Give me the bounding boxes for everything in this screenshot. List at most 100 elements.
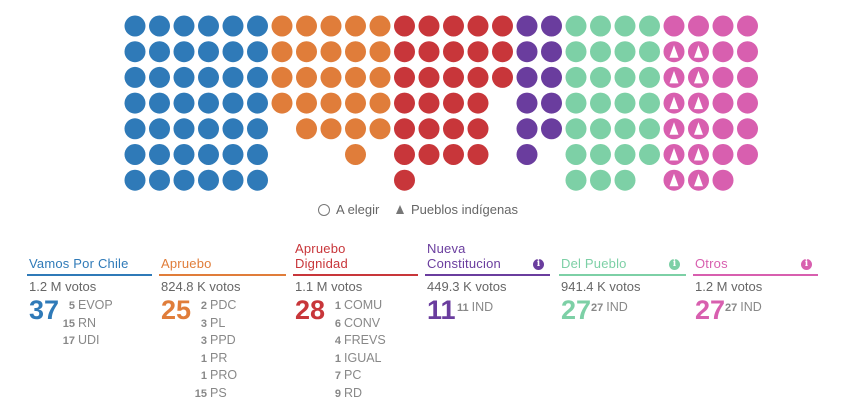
party-abbreviation: UDI [78,333,100,348]
party-seat-count: 1 [334,300,341,312]
seat-0-4-4 [222,118,244,140]
legend-label-to-elect: A elegir [336,202,380,217]
seat-4-1-3 [590,92,611,114]
party-seat-row: 17 UDI [49,332,113,350]
legend-item-to-elect: A elegir [318,202,379,217]
party-abbreviation: PR [210,350,228,365]
seat-1-0-1 [271,41,293,63]
seat-2-2-4 [443,118,464,140]
party-seat-count: 4 [334,335,341,348]
party-seat-count: 5 [68,300,75,312]
seat-3-0-5 [516,144,538,165]
legend-label-indigenous: Pueblos indígenas [411,202,518,217]
seat-grid [124,15,758,191]
seat-0-1-6 [149,169,170,191]
seat-4-3-1 [639,41,660,63]
seat-5-1-0 [688,15,709,37]
party-abbreviation: CONV [344,315,381,330]
party-seat-row: 3 PL [181,315,237,333]
info-icon[interactable]: i [801,259,812,270]
seat-0-4-5 [222,144,244,165]
party-seat-count: 11 [457,302,469,314]
party-abbreviation: PL [210,315,226,330]
seat-3-1-1 [541,41,562,63]
party-seat-row: 7 PC [315,367,386,385]
seat-4-3-3 [639,92,660,114]
seat-1-2-2 [320,66,342,88]
seat-0-5-0 [247,15,268,37]
coalition-header: Vamos Por Chile [27,242,152,276]
seat-5-2-0 [712,15,734,37]
coalition-column: Nueva Constitucion i 449.3 K votos 11 11 IND [425,241,550,325]
party-abbreviation: RN [78,315,97,330]
seat-5-3-4 [737,118,758,140]
seat-4-0-2 [565,66,587,88]
seat-0-4-0 [222,15,244,37]
coalition-seat-total: 27 [695,295,726,325]
seat-4-1-0 [590,15,611,37]
party-seat-row: 15 PS [181,385,237,403]
seat-0-0-3 [124,92,146,114]
coalition-votes: 1.1 M votos [295,279,363,294]
seat-0-4-3 [222,92,244,114]
seat-2-1-3 [418,92,440,114]
info-icon[interactable]: i [533,259,544,270]
indigenous-seat-marker [669,45,679,58]
party-seat-count: 27 [591,302,604,314]
party-seat-row: 3 PPD [181,332,237,350]
party-seat-count: 9 [334,387,341,400]
party-seat-count: 3 [200,317,207,330]
seat-2-0-6 [394,169,415,191]
seat-2-1-1 [418,41,440,63]
seat-0-0-2 [124,66,146,88]
coalition-column: Vamos Por Chile 1.2 M votos 37 5 EVOP 15 RN 17 U… [27,242,152,347]
circle-outline-icon [318,204,330,216]
coalition-name: Del Pueblo [561,256,627,271]
seat-2-1-0 [418,15,440,37]
party-seat-count: 15 [62,317,75,330]
seat-5-3-2 [737,66,758,88]
coalition-seat-total: 11 [427,295,456,325]
seat-2-1-2 [418,66,440,88]
coalition-header: Otros i [693,242,818,276]
coalition-header: Nueva Constitucion i [425,241,550,276]
seat-0-2-3 [173,92,195,114]
seat-0-2-6 [173,169,195,191]
coalition-header: Apruebo Dignidad [293,241,418,276]
party-seat-row: 1 PR [181,350,237,368]
seat-1-2-0 [320,15,342,37]
party-abbreviation: PS [210,385,227,400]
seat-1-1-1 [296,41,317,63]
seat-2-3-5 [467,144,489,165]
party-seat-row: 1 PRO [181,367,237,385]
coalition-seat-total: 28 [295,295,326,325]
seat-0-0-4 [124,118,146,140]
coalition-name: Apruebo [161,256,212,271]
seat-0-1-2 [149,66,170,88]
seat-3-0-2 [516,66,538,88]
seat-1-2-4 [320,118,342,140]
party-seat-row: 6 CONV [315,315,386,333]
coalition-votes: 941.4 K votos [561,279,641,294]
coalition-column: Del Pueblo i 941.4 K votos 27 27 IND [559,242,686,325]
info-icon[interactable]: i [669,259,680,270]
seat-0-4-6 [222,169,244,191]
party-seat-row: 11 IND [457,299,493,317]
seat-0-2-4 [173,118,195,140]
seat-4-3-2 [639,66,660,88]
seat-4-0-3 [565,92,587,114]
seat-3-1-3 [541,92,562,114]
seat-1-3-5 [345,144,366,165]
seat-1-3-3 [345,92,366,114]
seat-legend: A elegir Pueblos indígenas [0,200,856,220]
party-seat-row: 2 PDC [181,297,237,315]
seat-2-2-5 [443,144,464,165]
seat-2-3-0 [467,15,489,37]
seat-0-0-6 [124,169,146,191]
coalition-column: Apruebo Dignidad 1.1 M votos 28 1 COMU 6 CONV 4… [293,241,418,400]
seat-0-2-5 [173,144,195,165]
coalition-seat-total: 25 [161,295,192,325]
seat-0-3-3 [198,92,219,114]
seat-0-5-3 [247,92,268,114]
seat-5-3-0 [737,15,758,37]
